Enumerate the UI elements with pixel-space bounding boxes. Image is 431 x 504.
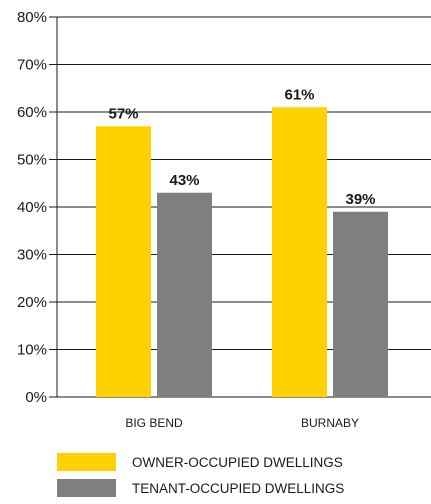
bar-chart: 0%10%20%30%40%50%60%70%80% 57%43%61%39% … xyxy=(17,9,431,430)
y-tick-label: 30% xyxy=(17,247,47,264)
category-label: BURNABY xyxy=(301,416,359,430)
data-labels: 57% 43% 61% 39% xyxy=(108,86,375,208)
y-tick-label: 80% xyxy=(17,9,47,26)
legend-item-owner: OWNER-OCCUPIED DWELLINGS xyxy=(57,452,344,472)
bar-tenant xyxy=(157,192,212,397)
y-axis-tick-labels: 0% 10% 20% 30% 40% 50% 60% 70% 80% xyxy=(17,9,47,406)
x-axis-category-labels: BIG BEND BURNABY xyxy=(125,416,359,430)
y-tick-label: 40% xyxy=(17,199,47,216)
bar-owner xyxy=(96,126,151,397)
y-tick-label: 20% xyxy=(17,294,47,311)
y-tick-label: 70% xyxy=(17,57,47,74)
y-tick-label: 60% xyxy=(17,104,47,121)
y-tick-label: 10% xyxy=(17,342,47,359)
legend-label-tenant: TENANT-OCCUPIED DWELLINGS xyxy=(132,480,345,496)
data-label: 43% xyxy=(169,172,199,189)
data-label: 57% xyxy=(108,105,138,122)
bar-tenant xyxy=(333,211,388,397)
data-label: 39% xyxy=(345,191,375,208)
category-label: BIG BEND xyxy=(125,416,183,430)
bar-owner xyxy=(272,107,327,397)
y-tick-label: 0% xyxy=(25,389,47,406)
legend-item-tenant: TENANT-OCCUPIED DWELLINGS xyxy=(57,478,344,498)
data-label: 61% xyxy=(284,86,314,103)
y-tick-label: 50% xyxy=(17,152,47,169)
legend: OWNER-OCCUPIED DWELLINGS TENANT-OCCUPIED… xyxy=(57,452,344,504)
legend-swatch-tenant xyxy=(57,479,116,497)
legend-swatch-owner xyxy=(57,453,116,471)
bars xyxy=(96,107,388,397)
legend-label-owner: OWNER-OCCUPIED DWELLINGS xyxy=(132,454,343,470)
